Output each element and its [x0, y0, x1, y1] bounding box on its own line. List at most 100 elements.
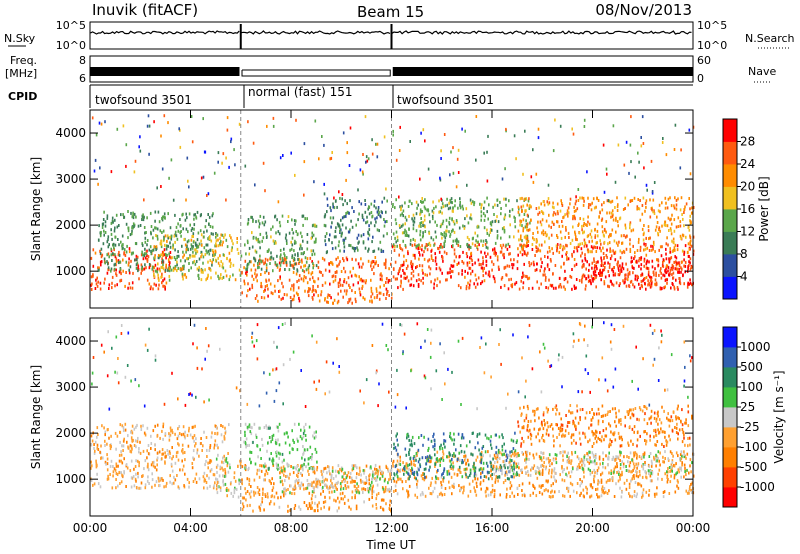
- data-cell: [138, 486, 140, 490]
- data-cell: [310, 497, 313, 501]
- data-cell: [352, 467, 355, 470]
- data-cell: [392, 203, 394, 206]
- data-cell: [207, 260, 209, 264]
- data-cell: [228, 259, 231, 263]
- data-cell: [620, 495, 623, 499]
- data-cell: [453, 485, 455, 489]
- data-cell: [513, 494, 516, 498]
- data-cell: [643, 264, 645, 268]
- data-cell: [401, 248, 404, 252]
- data-cell: [452, 228, 454, 232]
- data-cell: [630, 115, 632, 119]
- data-cell: [249, 503, 251, 507]
- data-cell: [106, 462, 109, 466]
- data-cell: [402, 269, 404, 272]
- data-cell: [552, 201, 554, 205]
- data-cell: [482, 269, 484, 273]
- data-cell: [348, 211, 350, 215]
- data-cell: [215, 239, 218, 243]
- data-cell: [367, 259, 370, 263]
- data-cell: [389, 469, 392, 473]
- data-cell: [115, 268, 117, 272]
- data-cell: [540, 282, 542, 286]
- data-cell: [684, 260, 687, 264]
- data-cell: [636, 249, 639, 252]
- data-cell: [346, 485, 349, 489]
- data-cell: [335, 199, 337, 203]
- data-cell: [276, 265, 279, 269]
- data-cell: [142, 474, 144, 478]
- data-cell: [298, 468, 300, 472]
- data-cell: [443, 243, 446, 247]
- data-cell: [613, 467, 616, 471]
- data-cell: [643, 452, 646, 456]
- data-cell: [221, 161, 223, 165]
- data-cell: [97, 482, 100, 486]
- data-cell: [188, 485, 190, 489]
- data-cell: [514, 220, 516, 223]
- data-cell: [317, 266, 320, 270]
- data-cell: [446, 225, 448, 229]
- data-cell: [169, 245, 172, 249]
- data-cell: [683, 224, 685, 228]
- data-cell: [141, 253, 144, 257]
- data-cell: [548, 224, 550, 228]
- data-cell: [440, 232, 442, 236]
- freq-panel: Freq. [MHz] 8 6 60 0 Nave: [5, 54, 776, 85]
- data-cell: [362, 262, 364, 266]
- data-cell: [260, 469, 263, 473]
- data-cell: [269, 282, 272, 286]
- data-cell: [307, 483, 310, 487]
- data-cell: [204, 268, 206, 272]
- data-cell: [675, 462, 677, 466]
- data-cell: [233, 471, 236, 475]
- data-cell: [252, 440, 254, 444]
- data-cell: [194, 243, 197, 247]
- data-cell: [361, 286, 363, 290]
- data-cell: [404, 222, 406, 226]
- data-cell: [440, 491, 442, 495]
- data-cell: [437, 477, 440, 481]
- data-cell: [94, 251, 97, 255]
- data-cell: [137, 459, 139, 463]
- data-cell: [652, 198, 655, 202]
- data-cell: [262, 491, 264, 495]
- data-cell: [449, 271, 451, 275]
- data-cell: [133, 444, 136, 447]
- data-cell: [279, 452, 281, 456]
- data-cell: [593, 259, 595, 263]
- data-cell: [649, 452, 652, 455]
- data-cell: [571, 254, 573, 258]
- data-cell: [690, 482, 692, 486]
- data-cell: [674, 196, 676, 200]
- data-cell: [586, 491, 588, 495]
- data-cell: [343, 249, 345, 253]
- data-cell: [376, 483, 379, 487]
- data-cell: [331, 490, 333, 494]
- data-cell: [680, 196, 683, 200]
- data-cell: [176, 256, 178, 260]
- data-cell: [141, 267, 143, 271]
- data-cell: [224, 468, 226, 471]
- data-cell: [487, 273, 490, 277]
- data-cell: [156, 267, 159, 271]
- data-cell: [630, 470, 632, 474]
- data-cell: [144, 240, 147, 244]
- data-cell: [258, 505, 261, 509]
- data-cell: [293, 266, 295, 270]
- data-cell: [637, 482, 639, 486]
- data-cell: [161, 260, 164, 263]
- data-cell: [187, 257, 189, 261]
- data-cell: [233, 148, 235, 152]
- data-cell: [669, 247, 671, 251]
- data-cell: [551, 471, 553, 475]
- data-cell: [139, 135, 141, 139]
- data-cell: [114, 255, 117, 259]
- data-cell: [548, 495, 551, 498]
- data-cell: [418, 278, 420, 282]
- data-cell: [471, 263, 474, 267]
- data-cell: [591, 250, 593, 254]
- data-cell: [374, 262, 377, 265]
- data-cell: [468, 266, 471, 270]
- data-cell: [133, 225, 135, 229]
